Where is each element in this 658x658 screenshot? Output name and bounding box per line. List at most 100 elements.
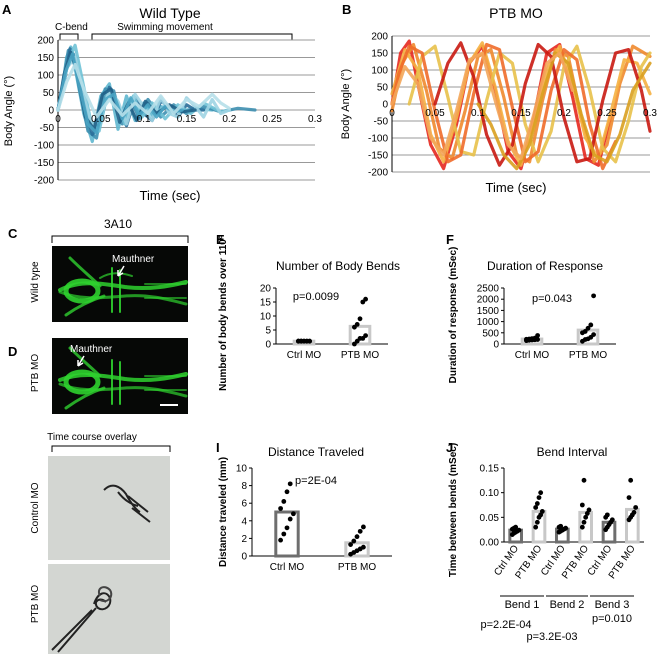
y-tick-label: 6	[241, 499, 247, 510]
data-point	[348, 542, 353, 547]
panel-b-ylabel: Body Angle (°)	[340, 69, 352, 139]
mauthner-arrow-icon	[117, 265, 125, 277]
panel-e-ylabel: Number of body bends over 110°	[218, 235, 229, 391]
trajectory-control-mo	[103, 484, 151, 523]
bar	[348, 324, 372, 346]
y-tick-label: -50	[40, 123, 55, 134]
mauthner-label-wild-type: Mauthner	[112, 254, 155, 265]
data-point	[609, 517, 615, 523]
data-point	[307, 338, 312, 344]
x-tick-label: 0	[55, 114, 61, 125]
trajectory-ptb-mo-cluster	[98, 586, 113, 602]
panel-letter-c: C	[8, 226, 18, 241]
y-tick-label: 100	[37, 71, 54, 82]
data-point	[354, 534, 360, 540]
panel-h: H PTB MO	[30, 564, 170, 654]
data-point	[631, 510, 637, 515]
y-tick-label: 5	[265, 326, 271, 337]
data-point	[533, 524, 539, 530]
data-point	[284, 489, 290, 495]
data-point	[533, 505, 539, 510]
y-tick-label: 0.00	[480, 538, 500, 549]
data-point	[361, 544, 366, 550]
data-point	[287, 481, 293, 487]
bend-3-label: Bend 3	[595, 599, 630, 611]
neuron-pattern-wild-type	[58, 256, 188, 317]
swimming-bracket	[91, 33, 293, 40]
y-tick-label: 50	[377, 83, 389, 94]
bend-1-label: Bend 1	[505, 599, 540, 611]
panel-j: J Bend Interval Time between bends (mSec…	[446, 440, 644, 643]
data-point	[534, 519, 540, 525]
x-tick-label: Ctrl MO	[515, 350, 550, 361]
panel-letter-i: I	[216, 440, 220, 455]
panel-a-xlabel: Time (sec)	[140, 188, 201, 203]
data-point	[591, 332, 596, 337]
panel-letter-j: J	[446, 440, 453, 455]
panel-b-xlabel: Time (sec)	[486, 180, 547, 195]
series-line	[433, 41, 652, 167]
y-tick-label: 15	[260, 298, 272, 309]
y-tick-label: 2	[241, 534, 247, 545]
data-point	[538, 490, 544, 496]
y-tick-label: 1500	[477, 306, 500, 317]
y-tick-label: -150	[368, 151, 388, 162]
y-tick-label: -100	[368, 134, 388, 145]
panel-e: E Number of Body Bends p=0.0099 Number o…	[216, 232, 400, 391]
panel-e-pvalue: p=0.0099	[293, 291, 339, 303]
data-point	[284, 525, 290, 531]
x-tick-label: 0.25	[597, 108, 617, 119]
x-tick-label: PTB MO	[341, 350, 380, 361]
y-tick-label: -200	[34, 176, 54, 187]
y-tick-label: 150	[371, 49, 388, 60]
panel-f: F Duration of Response p=0.043 Duration …	[446, 232, 616, 383]
data-point	[534, 501, 540, 506]
data-point	[626, 495, 632, 500]
panel-b: B PTB MO Time (sec) Body Angle (°) -200 -…	[340, 2, 657, 195]
bend-2-pvalue: p=3.2E-03	[526, 631, 577, 643]
y-tick-label: 50	[43, 88, 55, 99]
data-point	[354, 322, 360, 327]
panel-letter-a: A	[2, 2, 12, 17]
y-tick-label: 8	[241, 481, 247, 492]
y-tick-label: 0.15	[480, 464, 500, 475]
y-tick-label: 10	[260, 312, 272, 323]
scale-bar	[160, 404, 178, 406]
y-tick-label: 1000	[477, 317, 500, 328]
y-tick-label: 200	[371, 32, 388, 43]
panel-i-title: Distance Traveled	[268, 445, 364, 459]
x-tick-label: 0	[389, 108, 395, 119]
data-point	[579, 524, 585, 530]
series-line	[390, 42, 618, 171]
y-tick-label: 150	[37, 53, 54, 64]
x-tick-label: PTB MO	[569, 350, 608, 361]
panel-i: I Distance Traveled p=2E-04 Distance tra…	[216, 440, 392, 573]
panel-letter-b: B	[342, 2, 351, 17]
panel-e-title: Number of Body Bends	[276, 259, 400, 273]
y-tick-label: 500	[482, 328, 499, 339]
row-label-ptb-mo-h: PTB MO	[30, 585, 41, 624]
bar	[625, 507, 640, 544]
data-point	[588, 322, 594, 328]
panel-d: D PTB MO Mauthner	[8, 338, 188, 414]
stain-label: 3A10	[104, 217, 132, 231]
overlay-header: Time course overlay	[47, 432, 137, 443]
data-point	[563, 525, 569, 531]
y-tick-label: -200	[368, 168, 388, 179]
y-tick-label: 100	[371, 66, 388, 77]
x-tick-label: 0.1	[471, 108, 485, 119]
series-line	[407, 44, 652, 164]
data-point	[357, 528, 363, 534]
trajectory-ptb-mo	[51, 592, 112, 653]
data-point	[281, 499, 287, 504]
panel-j-ylabel: Time between bends (mSec)	[448, 443, 459, 577]
cbend-bracket	[59, 33, 79, 40]
cbend-label: C-bend	[55, 22, 88, 33]
y-tick-label: -150	[34, 158, 54, 169]
panel-letter-d: D	[8, 344, 17, 359]
x-tick-label: 0.05	[425, 108, 445, 119]
y-tick-label: 2000	[477, 295, 500, 306]
